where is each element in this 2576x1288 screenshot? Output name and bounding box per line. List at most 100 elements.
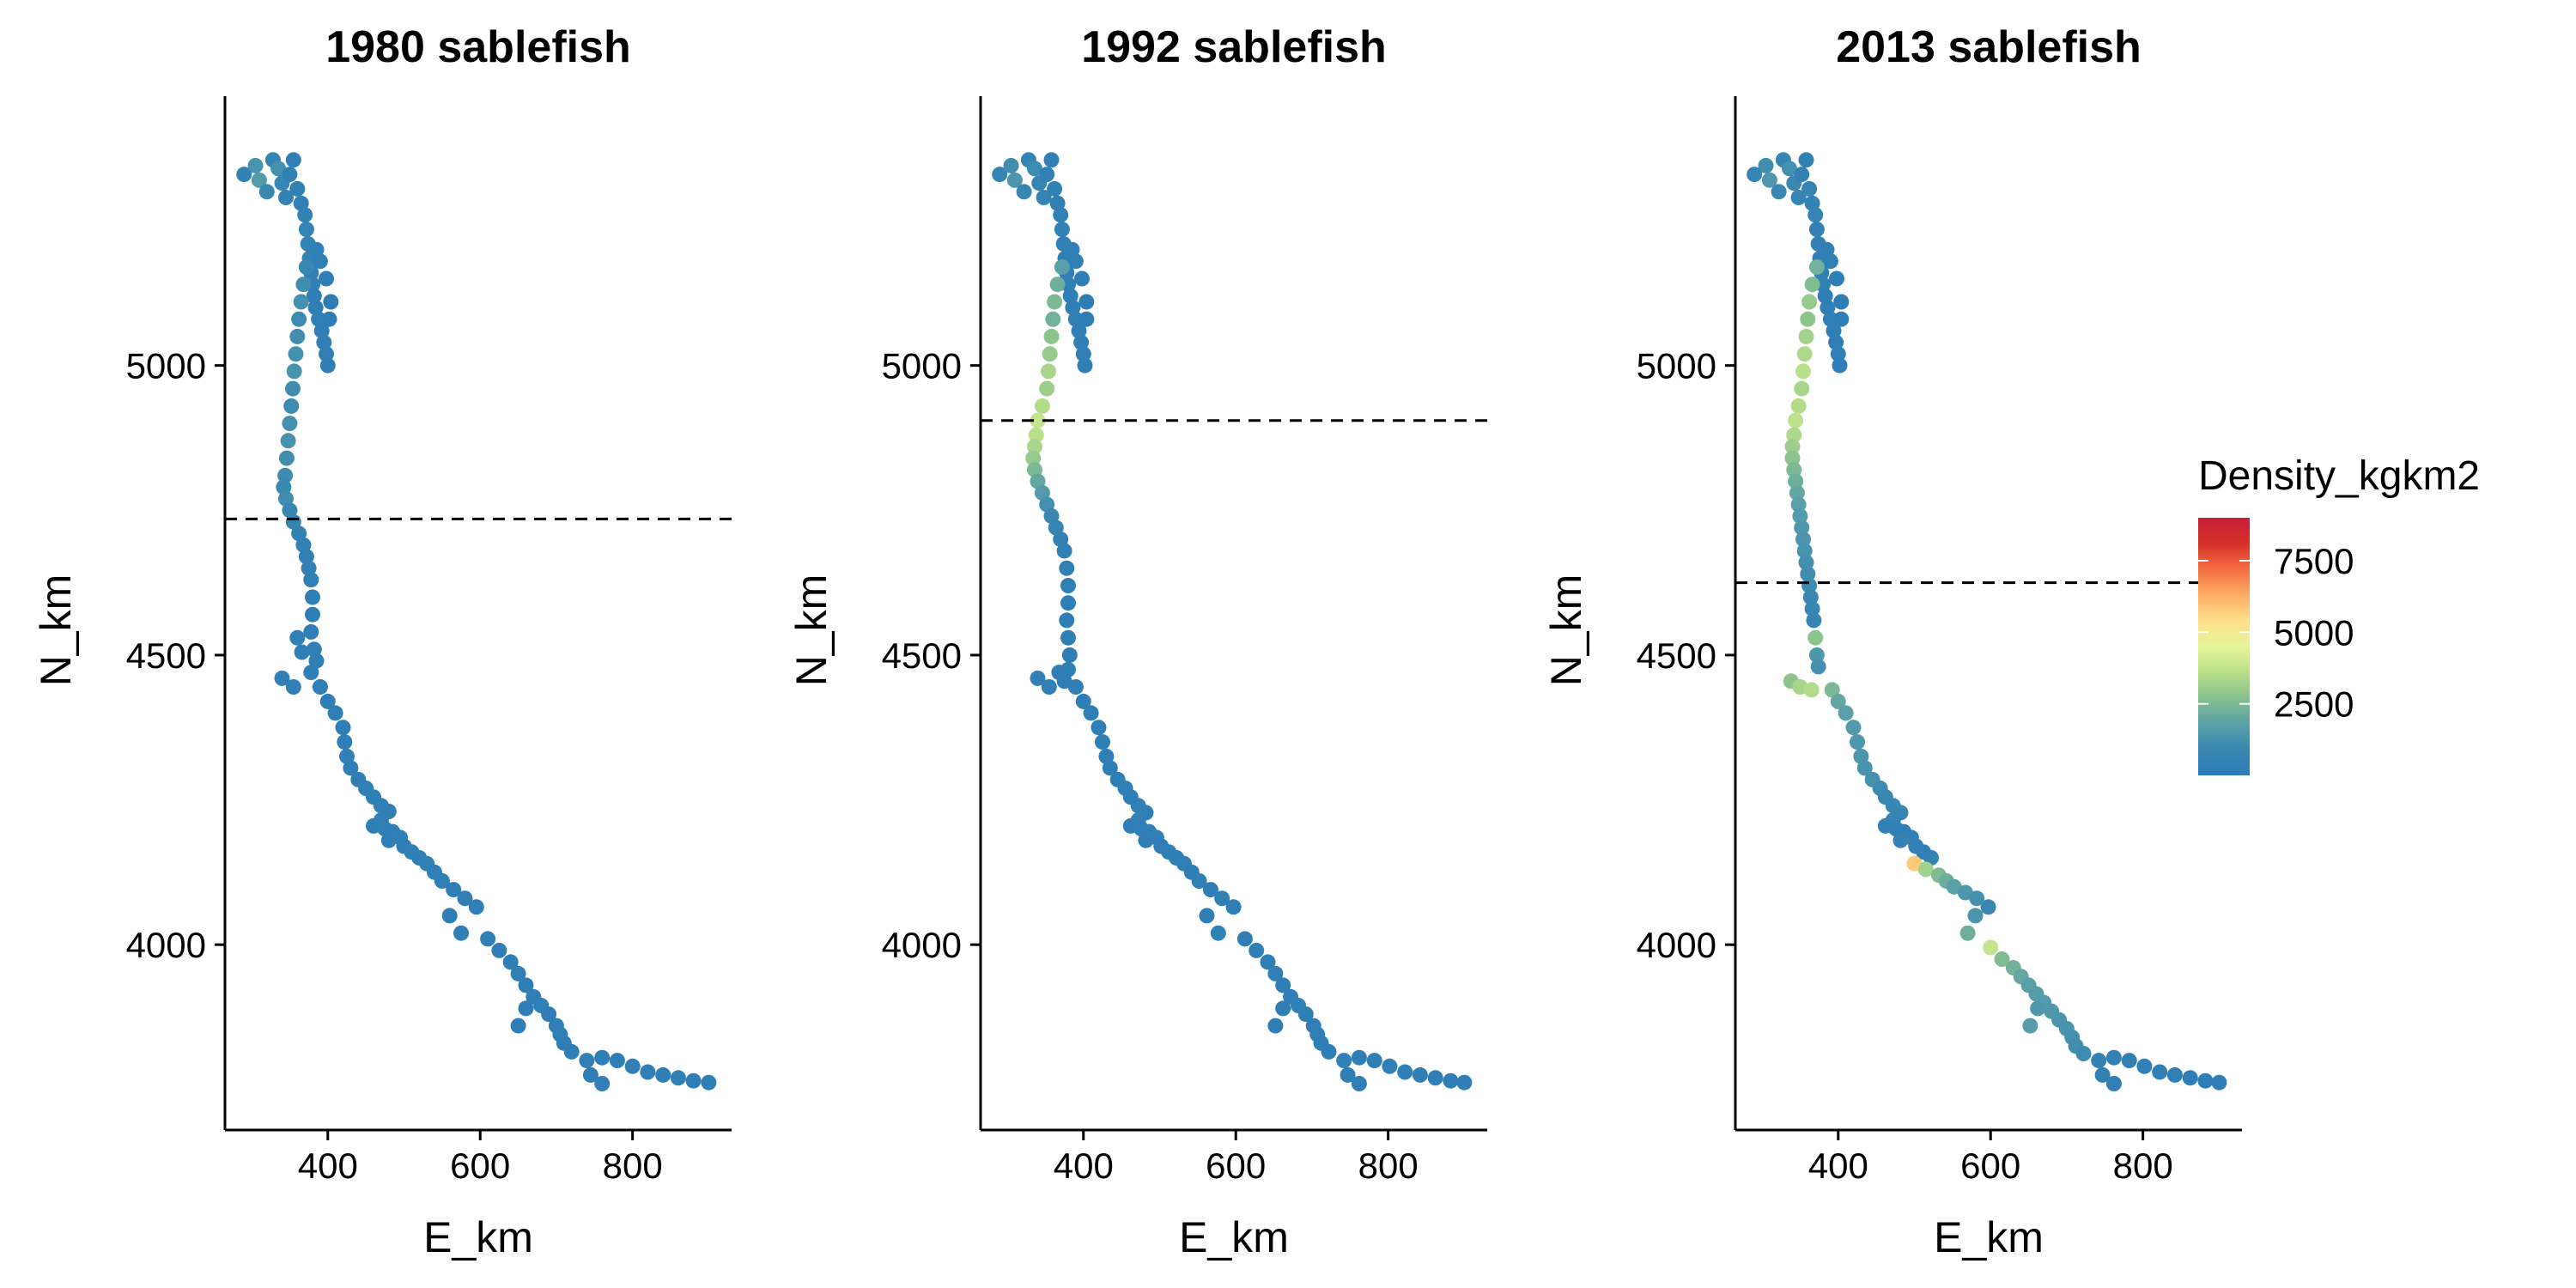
data-point: [1095, 734, 1110, 750]
data-point: [289, 328, 306, 344]
data-point: [655, 1066, 671, 1083]
data-point: [1807, 207, 1824, 223]
x-axis-title: E_km: [423, 1213, 533, 1261]
data-point: [258, 184, 275, 200]
data-point: [1210, 925, 1226, 941]
data-point: [1053, 532, 1069, 547]
data-point: [453, 925, 469, 941]
data-point: [1039, 380, 1055, 397]
data-point: [1202, 882, 1218, 898]
x-tick-label: 800: [603, 1145, 663, 1186]
data-point: [1071, 323, 1087, 339]
data-point: [311, 311, 327, 327]
data-point: [1062, 288, 1078, 304]
data-point: [491, 942, 507, 958]
data-point: [670, 1070, 686, 1086]
data-point: [1382, 1058, 1398, 1074]
data-point: [295, 276, 312, 293]
data-point: [1800, 311, 1816, 327]
data-point: [2022, 1018, 2038, 1034]
data-point: [1786, 462, 1802, 478]
data-point: [283, 398, 300, 414]
data-point: [293, 294, 309, 310]
data-point: [1098, 748, 1115, 764]
y-tick-label: 5000: [1637, 346, 1716, 386]
data-point: [1030, 670, 1046, 686]
data-point: [1810, 659, 1826, 675]
data-point: [518, 977, 534, 993]
panel-title: 1992 sablefish: [1081, 22, 1387, 72]
data-point: [319, 693, 336, 709]
data-point: [1321, 1043, 1337, 1060]
data-point: [2152, 1064, 2168, 1080]
data-point: [1267, 965, 1284, 981]
color-legend: Density_kgkm2 2500 5000 7500: [2198, 453, 2480, 775]
data-point: [1794, 167, 1810, 183]
panel-title: 1980 sablefish: [325, 22, 631, 72]
data-point: [1826, 323, 1842, 339]
data-point: [1049, 195, 1066, 211]
data-point: [2105, 1076, 2122, 1091]
data-point: [563, 1043, 580, 1060]
data-point: [307, 300, 324, 316]
data-point: [2136, 1058, 2153, 1074]
data-point: [1822, 311, 1838, 327]
data-point: [321, 311, 337, 327]
data-point: [1845, 720, 1862, 736]
data-point: [1443, 1072, 1459, 1089]
data-point: [247, 157, 264, 173]
data-point: [1267, 1018, 1284, 1034]
data-point: [1957, 884, 1973, 901]
data-point: [1808, 259, 1825, 275]
x-tick-label: 600: [450, 1145, 510, 1186]
data-point: [1959, 925, 1976, 941]
data-point: [1236, 931, 1253, 947]
data-point: [1801, 180, 1818, 197]
data-point: [518, 1000, 534, 1017]
data-point: [1028, 427, 1044, 443]
data-point: [1794, 519, 1810, 536]
data-point: [1782, 161, 1797, 177]
data-point: [323, 294, 339, 310]
data-point: [1790, 496, 1807, 513]
data-point: [1796, 346, 1813, 362]
data-point: [1946, 878, 1962, 895]
x-tick-label: 600: [1206, 1145, 1266, 1186]
data-point: [579, 1053, 595, 1069]
data-point: [1803, 682, 1820, 698]
data-point: [1967, 908, 1984, 924]
y-tick-label: 5000: [882, 346, 962, 386]
data-point: [1456, 1074, 1473, 1091]
y-tick-label: 5000: [126, 346, 206, 386]
data-point: [1091, 720, 1107, 736]
data-point: [1030, 473, 1046, 489]
data-point: [1830, 346, 1846, 362]
data-point: [1800, 566, 1816, 582]
data-point: [298, 222, 314, 238]
data-point: [312, 679, 328, 695]
data-point: [1786, 427, 1802, 443]
data-point: [1917, 861, 1934, 878]
data-point: [2030, 1000, 2046, 1017]
data-point: [1796, 543, 1813, 559]
data-point: [1297, 1006, 1314, 1023]
data-point: [319, 346, 334, 362]
data-point: [1758, 157, 1774, 173]
data-point: [468, 899, 484, 915]
data-point: [1798, 328, 1814, 344]
data-point: [285, 152, 301, 168]
data-point: [1833, 311, 1850, 327]
data-point: [2197, 1072, 2214, 1089]
data-point: [1336, 1053, 1352, 1069]
data-point: [1049, 276, 1066, 293]
data-point: [343, 760, 359, 776]
data-point: [1025, 450, 1042, 466]
data-point: [1798, 152, 1814, 168]
data-point: [2211, 1074, 2227, 1091]
data-point: [1798, 555, 1814, 570]
data-point: [1053, 207, 1069, 223]
legend-colorbar: [2198, 518, 2250, 775]
data-point: [297, 207, 313, 223]
data-point: [609, 1053, 625, 1069]
